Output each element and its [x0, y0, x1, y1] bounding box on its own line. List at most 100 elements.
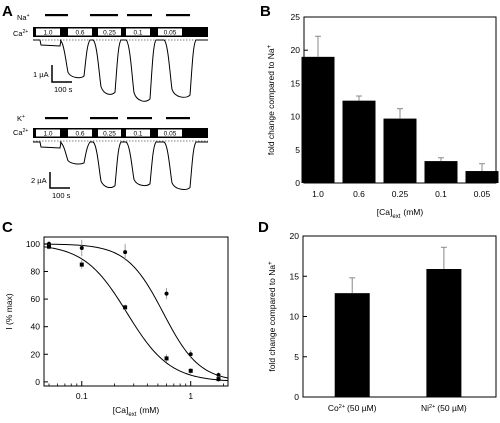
panel-a-label: A — [2, 3, 13, 20]
chart-b-bar-3 — [424, 161, 458, 183]
na-ca-box-0 — [36, 28, 60, 36]
chart-c-point-1-0 — [46, 244, 51, 249]
na-ca-conc-0: 1.0 — [43, 29, 52, 36]
k-application-bars — [45, 117, 190, 120]
chart-b-xlabel-sub: ext — [392, 214, 400, 220]
na-ca-conc-4: 0.05 — [164, 29, 177, 36]
k-ca-conc-3: 0.1 — [133, 130, 142, 137]
chart-c-point-1-5 — [216, 377, 221, 382]
chart-b-ytick-label-5: 25 — [291, 12, 301, 22]
na-ca-box-1 — [68, 28, 92, 36]
panel-d-label: D — [258, 219, 269, 236]
chart-c-ytick-label-4: 80 — [31, 266, 41, 276]
k-ca-box-2 — [98, 129, 121, 137]
chart-b: 0 5 10 15 20 25 1.0 0.6 0.25 0.1 0.05 [Ca]ext (mM) fo… — [266, 12, 499, 220]
chart-b-ylabel-main: fold change compared to Na — [266, 48, 276, 155]
chart-b-bar-4 — [465, 171, 499, 183]
k-bar-2 — [127, 117, 152, 120]
scale-time-2: 100 s — [52, 191, 71, 200]
chart-c-ytick-label-2: 40 — [31, 322, 41, 332]
chart-d-ytick-label-4: 20 — [290, 231, 300, 241]
chart-c-ytick-label-1: 20 — [31, 349, 41, 359]
ca-concentration-boxes-1: 1.0 0.6 0.25 0.1 0.05 — [33, 27, 208, 37]
na-bar-3 — [166, 14, 190, 17]
chart-c-point-1-3 — [164, 356, 169, 361]
scale-bar-1 — [51, 65, 72, 83]
na-label: Na+ — [17, 13, 30, 22]
chart-b-xlabel-main: [Ca] — [377, 207, 393, 217]
chart-b-bar-0 — [301, 56, 335, 184]
chart-b-ytick-label-4: 20 — [291, 45, 301, 55]
na-application-bars — [45, 14, 190, 17]
chart-b-xtick-label-4: 0.05 — [474, 189, 491, 199]
chart-b-xtick-label-3: 0.1 — [435, 189, 447, 199]
k-ca-box-1 — [68, 129, 92, 137]
scale-current-2: 2 µA — [31, 176, 47, 185]
ca-concentration-boxes-2: 1.0 0.6 0.25 0.1 0.05 — [33, 128, 208, 138]
ca-label-2: Ca2+ — [13, 128, 28, 137]
chart-b-ylabel: fold change compared to Na+ — [266, 44, 276, 155]
trace-na: Na+ Ca2+ 1.0 0.6 0.25 0.1 0.05 1 µA 100 s — [13, 13, 208, 102]
current-trace-2 — [33, 141, 208, 190]
chart-c-point-0-4 — [188, 352, 193, 357]
k-label: K+ — [17, 114, 25, 123]
chart-b-ytick-label-1: 5 — [295, 145, 300, 155]
na-ca-conc-2: 0.25 — [103, 29, 116, 36]
na-bar-2 — [127, 14, 152, 17]
chart-b-xtick-label-1: 0.6 — [353, 189, 365, 199]
na-ca-box-3 — [126, 28, 150, 36]
chart-c-point-0-3 — [164, 291, 169, 296]
chart-c-xlabel-main: [Ca] — [113, 405, 129, 415]
chart-c-xtick-label-0: 0.1 — [76, 391, 88, 401]
chart-c-frame — [43, 236, 229, 387]
k-ca-conc-4: 0.05 — [164, 130, 177, 137]
chart-c-xlabel-unit: (mM) — [139, 405, 159, 415]
chart-c: 0 20 40 60 80 100 0.1 1 [Ca]ext (mM) I (% max) — [4, 236, 229, 418]
chart-d-xtick-ion-0: Co — [328, 403, 339, 413]
chart-d-xtick-label-1: Ni2+ (50 µM) — [421, 403, 467, 413]
chart-c-point-0-5 — [216, 372, 221, 377]
chart-d-bar-1 — [426, 269, 462, 397]
chart-b-ytick-label-2: 10 — [291, 112, 301, 122]
chart-c-xlabel: [Ca]ext (mM) — [113, 405, 160, 418]
chart-b-xlabel: [Ca]ext (mM) — [377, 207, 424, 220]
chart-b-bar-2 — [383, 118, 417, 183]
na-ca-conc-1: 0.6 — [75, 29, 84, 36]
chart-d-ylabel-main: fold change compared to Na — [267, 265, 277, 372]
panel-c-label: C — [2, 219, 13, 236]
scale-current-1: 1 µA — [33, 70, 49, 79]
k-ca-box-3 — [126, 129, 150, 137]
chart-d-bar-0 — [334, 293, 370, 397]
chart-d-xtick-conc-0: (50 µM) — [347, 403, 377, 413]
chart-b-ytick-label-3: 15 — [291, 78, 301, 88]
chart-d-xtick-sup-0: 2+ — [339, 404, 345, 410]
chart-b-xtick-label-2: 0.25 — [392, 189, 409, 199]
na-ca-conc-3: 0.1 — [133, 29, 142, 36]
chart-d-ylabel: fold change compared to Na+ — [267, 261, 277, 372]
chart-d-xtick-ion-1: Ni — [421, 403, 429, 413]
chart-d-xtick-sup-1: 2+ — [429, 404, 435, 410]
k-ca-conc-2: 0.25 — [103, 130, 116, 137]
ca-label-1: Ca2+ — [13, 29, 28, 38]
na-bar-1 — [90, 14, 118, 17]
chart-b-xlabel-unit: (mM) — [403, 207, 423, 217]
chart-c-fit-0 — [43, 243, 229, 379]
k-ca-box-4 — [158, 129, 182, 137]
chart-c-xtick-label-1: 1 — [188, 391, 193, 401]
chart-c-point-0-2 — [123, 250, 128, 255]
chart-c-ytick-label-0: 0 — [35, 377, 40, 387]
chart-d-ytick-label-2: 10 — [290, 312, 300, 322]
chart-d-ytick-label-1: 5 — [294, 352, 299, 362]
chart-b-ytick-label-0: 0 — [295, 178, 300, 188]
trace-k: K+ Ca2+ 1.0 0.6 0.25 0.1 0.05 2 µA 100 s — [13, 114, 208, 200]
k-ca-box-0 — [36, 129, 60, 137]
na-ca-box-2 — [98, 28, 121, 36]
chart-c-point-1-4 — [188, 368, 193, 373]
na-ca-box-4 — [158, 28, 182, 36]
chart-d-ytick-label-3: 15 — [290, 271, 300, 281]
chart-d-frame — [302, 235, 497, 398]
chart-d-ylabel-sup: + — [268, 261, 274, 265]
chart-c-point-0-1 — [79, 246, 84, 251]
